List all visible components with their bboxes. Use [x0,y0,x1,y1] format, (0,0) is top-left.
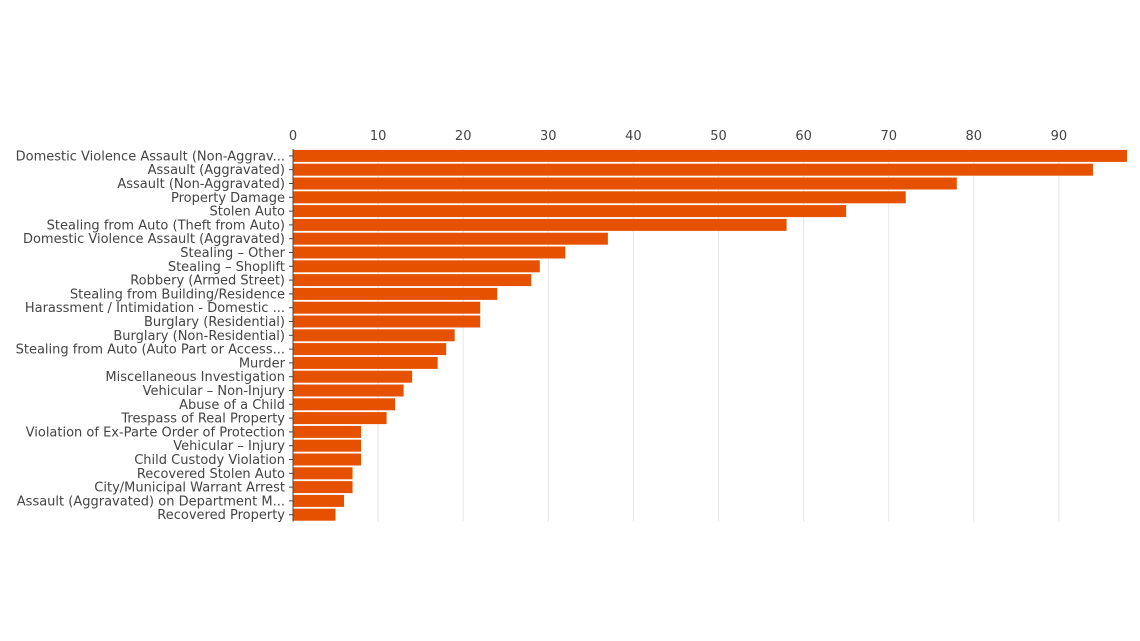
y-category-label: Stolen Auto [210,205,286,220]
x-tick-label: 70 [880,129,897,144]
y-category-label: Vehicular – Injury [173,439,285,454]
y-category-label: Assault (Non-Aggravated) [117,177,285,192]
bar[interactable] [293,274,532,287]
bar[interactable] [293,494,345,507]
bar[interactable] [293,163,1093,176]
y-axis-categories: Domestic Violence Assault (Non-Aggrav...… [16,149,293,523]
bar[interactable] [293,315,481,328]
y-category-label: Assault (Aggravated) on Department M... [17,494,285,509]
bars [293,149,1127,521]
bar[interactable] [293,177,957,190]
bar[interactable] [293,453,362,466]
y-category-label: Domestic Violence Assault (Non-Aggrav... [16,149,285,164]
y-category-label: Harassment / Intimidation - Domestic ... [25,301,285,316]
x-tick-label: 20 [455,129,472,144]
y-category-label: Stealing – Other [180,246,285,261]
bar[interactable] [293,246,566,259]
x-tick-label: 0 [289,129,297,144]
x-tick-label: 40 [625,129,642,144]
y-category-label: Vehicular – Non-Injury [143,384,286,399]
x-tick-label: 60 [795,129,812,144]
bar[interactable] [293,412,387,425]
y-category-label: Stealing – Shoplift [168,260,285,275]
bar[interactable] [293,205,847,218]
x-tick-label: 90 [1051,129,1068,144]
bar[interactable] [293,508,336,521]
bar[interactable] [293,260,540,273]
x-tick-label: 80 [966,129,983,144]
x-tick-label: 10 [370,129,387,144]
y-category-label: Trespass of Real Property [120,412,285,427]
bar[interactable] [293,356,438,369]
y-category-label: Violation of Ex-Parte Order of Protectio… [26,425,285,440]
bar[interactable] [293,384,404,397]
y-category-label: Recovered Stolen Auto [137,467,285,482]
x-axis-ticks: 0 10 20 30 40 50 60 70 80 90 [289,129,1067,144]
y-category-label: Burglary (Non-Residential) [113,329,285,344]
bar[interactable] [293,425,362,438]
y-category-label: Stealing from Building/Residence [70,287,285,302]
y-category-label: Stealing from Auto (Auto Part or Access.… [16,343,285,358]
bar[interactable] [293,467,353,480]
y-category-label: Recovered Property [157,508,285,523]
bar[interactable] [293,343,447,356]
bar[interactable] [293,301,481,314]
y-category-label: Domestic Violence Assault (Aggravated) [23,232,285,247]
bar[interactable] [293,481,353,494]
bar[interactable] [293,191,906,204]
bar[interactable] [293,439,362,452]
y-category-label: City/Municipal Warrant Arrest [94,481,285,496]
bar[interactable] [293,149,1127,162]
y-category-label: Child Custody Violation [134,453,285,468]
x-tick-label: 30 [540,129,557,144]
y-category-label: Miscellaneous Investigation [105,370,285,385]
bar[interactable] [293,232,608,245]
bar[interactable] [293,398,396,411]
y-category-label: Stealing from Auto (Theft from Auto) [47,218,285,233]
bar[interactable] [293,370,413,383]
y-category-label: Property Damage [171,191,285,206]
bar[interactable] [293,287,498,300]
y-category-label: Abuse of a Child [179,398,285,413]
x-tick-label: 50 [710,129,727,144]
y-category-label: Burglary (Residential) [144,315,285,330]
bar[interactable] [293,329,455,342]
gridlines [377,149,1060,522]
bar[interactable] [293,218,787,231]
y-category-label: Murder [239,356,286,371]
y-category-label: Assault (Aggravated) [148,163,285,178]
y-category-label: Robbery (Armed Street) [130,274,285,289]
